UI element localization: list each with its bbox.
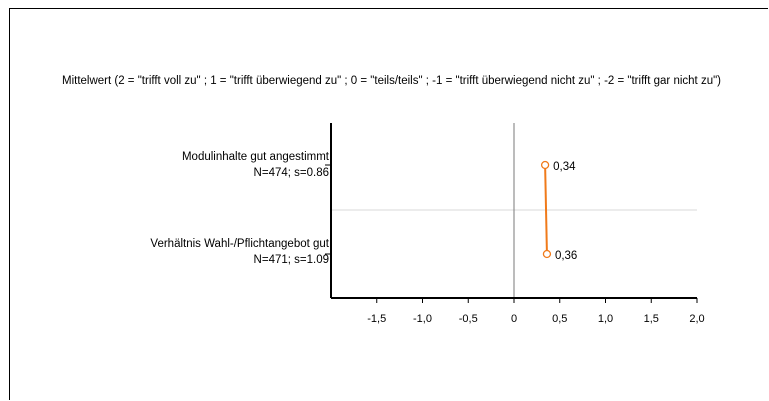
x-tick-label-7: 1,5	[644, 313, 659, 325]
x-tick-label-8: 2,0	[689, 313, 704, 325]
category-name-2: Verhältnis Wahl-/Pflichtangebot gut	[150, 238, 329, 250]
category-name-1: Modulinhalte gut angestimmt	[181, 151, 329, 163]
x-tick-label-5: 0,5	[552, 313, 567, 325]
x-tick-label-1: -1,5	[367, 313, 386, 325]
x-tick-label-3: -0,5	[459, 313, 478, 325]
data-label-1: 0,34	[553, 161, 576, 173]
x-tick-label-4: 0	[511, 313, 517, 325]
chart-frame	[9, 8, 768, 400]
data-label-2: 0,36	[555, 250, 577, 262]
chart-title: Mittelwert (2 = "trifft voll zu" ; 1 = "…	[61, 75, 721, 87]
category-label-1: Modulinhalte gut angestimmt N=474; s=0.8…	[182, 149, 329, 181]
x-tick-label-2: -1,0	[413, 313, 432, 325]
data-point-1	[540, 160, 550, 170]
category-stats-1: N=474; s=0.86	[253, 167, 329, 179]
category-label-2: Verhältnis Wahl-/Pflichtangebot gut N=47…	[150, 236, 329, 268]
series-line	[544, 164, 548, 255]
category-stats-2: N=471; s=1.09	[253, 254, 329, 266]
x-tick-label-6: 1,0	[598, 313, 613, 325]
data-point-2	[542, 249, 552, 259]
